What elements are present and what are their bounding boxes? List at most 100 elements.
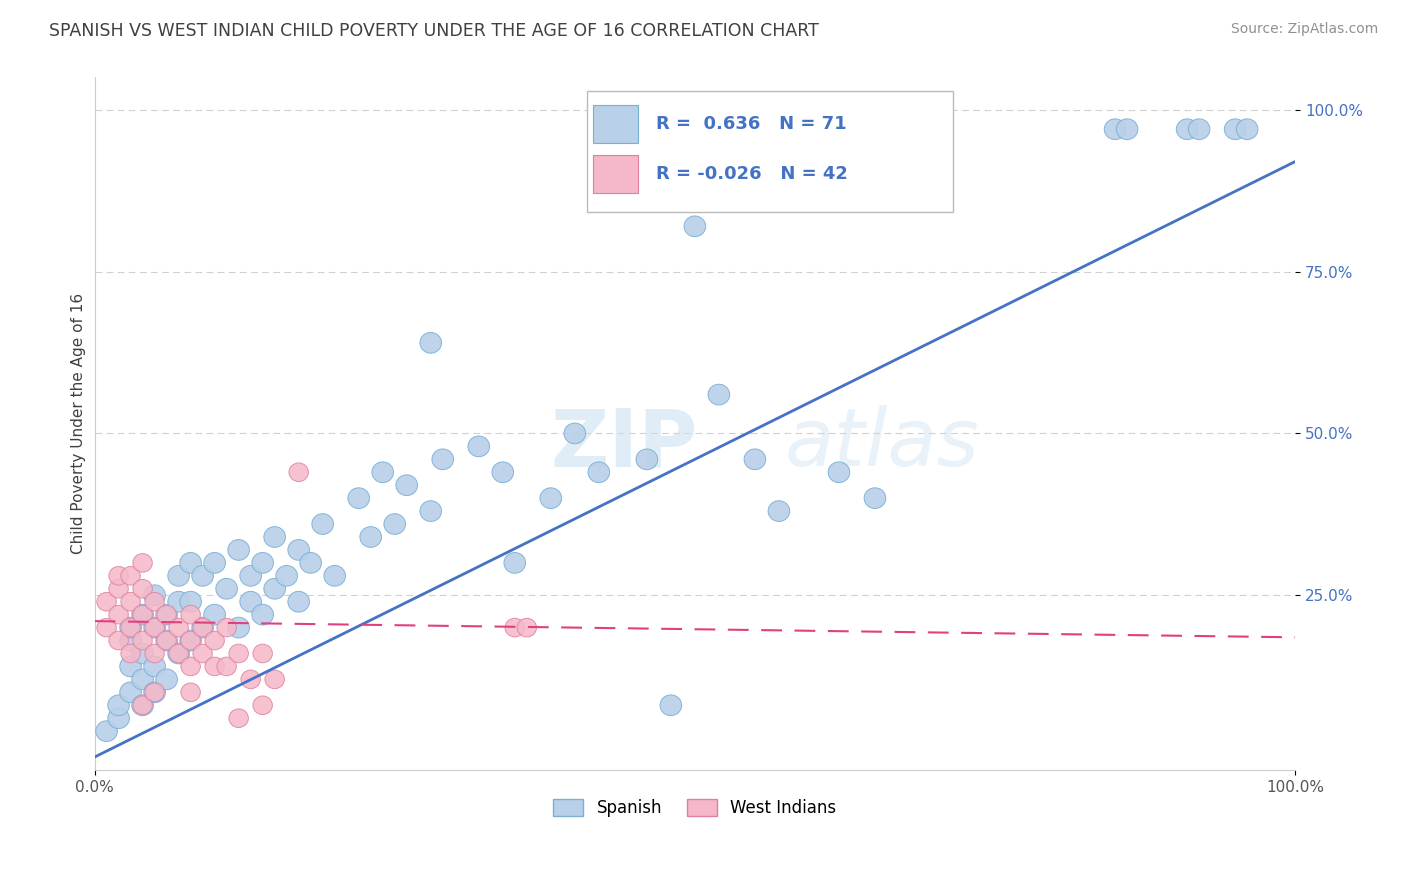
Ellipse shape: [156, 669, 177, 690]
Ellipse shape: [420, 333, 441, 353]
Ellipse shape: [132, 669, 153, 690]
Ellipse shape: [229, 709, 249, 728]
Ellipse shape: [97, 592, 117, 611]
Ellipse shape: [167, 643, 190, 664]
Ellipse shape: [108, 632, 128, 650]
Ellipse shape: [588, 462, 610, 483]
Ellipse shape: [768, 500, 790, 522]
Ellipse shape: [252, 604, 273, 625]
Ellipse shape: [744, 449, 766, 470]
Ellipse shape: [828, 462, 849, 483]
Ellipse shape: [97, 618, 117, 637]
Ellipse shape: [288, 540, 309, 560]
Ellipse shape: [180, 591, 201, 612]
Ellipse shape: [181, 606, 200, 624]
Ellipse shape: [1236, 119, 1258, 139]
Ellipse shape: [156, 604, 177, 625]
Ellipse shape: [290, 463, 308, 482]
Ellipse shape: [191, 617, 214, 638]
Ellipse shape: [120, 682, 142, 703]
Ellipse shape: [685, 216, 706, 236]
Ellipse shape: [252, 552, 273, 574]
Ellipse shape: [134, 696, 152, 714]
Ellipse shape: [132, 695, 153, 715]
Ellipse shape: [217, 657, 236, 676]
Ellipse shape: [1177, 119, 1198, 139]
Ellipse shape: [217, 618, 236, 637]
Ellipse shape: [181, 657, 200, 676]
Ellipse shape: [132, 604, 153, 625]
Ellipse shape: [134, 554, 152, 572]
Ellipse shape: [228, 540, 249, 560]
Ellipse shape: [167, 566, 190, 586]
Ellipse shape: [143, 657, 166, 677]
Ellipse shape: [108, 580, 128, 599]
Ellipse shape: [204, 552, 225, 574]
Ellipse shape: [120, 630, 142, 651]
Ellipse shape: [157, 606, 176, 624]
Ellipse shape: [865, 488, 886, 508]
Ellipse shape: [636, 449, 658, 470]
Ellipse shape: [121, 566, 141, 585]
Y-axis label: Child Poverty Under the Age of 16: Child Poverty Under the Age of 16: [72, 293, 86, 554]
Ellipse shape: [181, 632, 200, 650]
Ellipse shape: [121, 644, 141, 663]
Ellipse shape: [240, 566, 262, 586]
Text: SPANISH VS WEST INDIAN CHILD POVERTY UNDER THE AGE OF 16 CORRELATION CHART: SPANISH VS WEST INDIAN CHILD POVERTY UND…: [49, 22, 820, 40]
Ellipse shape: [264, 526, 285, 548]
Ellipse shape: [253, 644, 273, 663]
Ellipse shape: [132, 643, 153, 664]
Ellipse shape: [145, 592, 165, 611]
Ellipse shape: [373, 462, 394, 483]
Text: atlas: atlas: [785, 406, 980, 483]
Ellipse shape: [517, 618, 537, 637]
Ellipse shape: [505, 618, 524, 637]
Ellipse shape: [709, 384, 730, 405]
Ellipse shape: [96, 721, 117, 741]
Ellipse shape: [120, 617, 142, 638]
Ellipse shape: [108, 566, 128, 585]
Ellipse shape: [288, 591, 309, 612]
Ellipse shape: [204, 604, 225, 625]
FancyBboxPatch shape: [593, 155, 638, 193]
Ellipse shape: [299, 552, 322, 574]
Ellipse shape: [396, 475, 418, 496]
Ellipse shape: [134, 606, 152, 624]
Ellipse shape: [169, 618, 188, 637]
Ellipse shape: [169, 644, 188, 663]
Ellipse shape: [205, 657, 225, 676]
FancyBboxPatch shape: [593, 105, 638, 144]
Ellipse shape: [143, 617, 166, 638]
Ellipse shape: [1104, 119, 1126, 139]
FancyBboxPatch shape: [586, 91, 953, 211]
Text: R =  0.636   N = 71: R = 0.636 N = 71: [657, 115, 846, 133]
Text: ZIP: ZIP: [551, 406, 697, 483]
Ellipse shape: [145, 644, 165, 663]
Ellipse shape: [228, 617, 249, 638]
Text: R = -0.026   N = 42: R = -0.026 N = 42: [657, 165, 848, 183]
Ellipse shape: [323, 566, 346, 586]
Ellipse shape: [108, 695, 129, 715]
Ellipse shape: [564, 423, 586, 444]
Text: Source: ZipAtlas.com: Source: ZipAtlas.com: [1230, 22, 1378, 37]
Ellipse shape: [420, 500, 441, 522]
Ellipse shape: [157, 632, 176, 650]
Ellipse shape: [181, 683, 200, 702]
Ellipse shape: [360, 526, 381, 548]
Ellipse shape: [540, 488, 561, 508]
Ellipse shape: [1116, 119, 1137, 139]
Ellipse shape: [180, 630, 201, 651]
Ellipse shape: [312, 514, 333, 534]
Ellipse shape: [180, 552, 201, 574]
Ellipse shape: [121, 592, 141, 611]
Ellipse shape: [108, 606, 128, 624]
Ellipse shape: [193, 644, 212, 663]
Ellipse shape: [120, 657, 142, 677]
Ellipse shape: [503, 552, 526, 574]
Ellipse shape: [134, 580, 152, 599]
Ellipse shape: [108, 708, 129, 729]
Ellipse shape: [134, 632, 152, 650]
Ellipse shape: [167, 591, 190, 612]
Ellipse shape: [384, 514, 405, 534]
Ellipse shape: [264, 578, 285, 599]
